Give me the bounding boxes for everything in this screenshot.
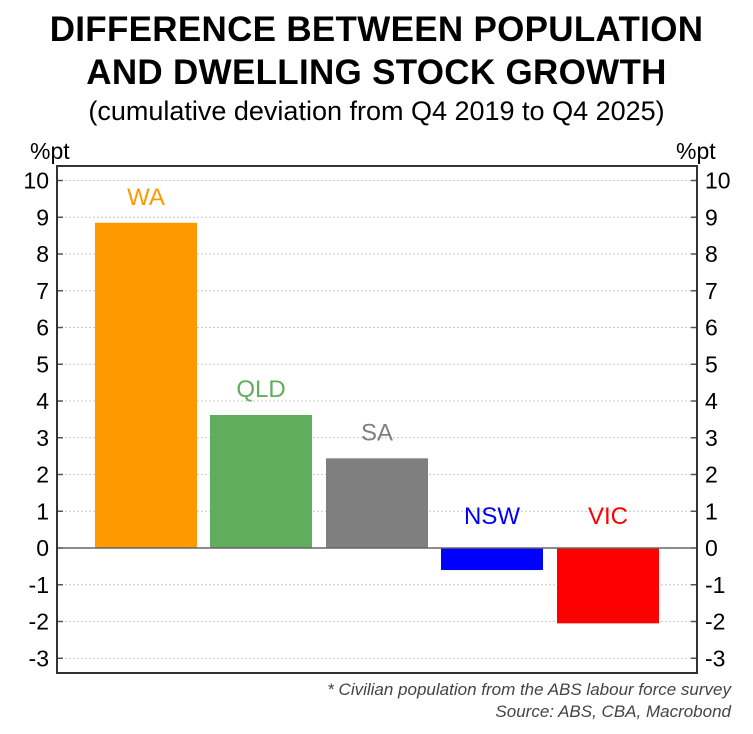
bar-vic [557, 548, 659, 624]
y-tick-label-right: 2 [705, 462, 718, 488]
chart-title-line-1: DIFFERENCE BETWEEN POPULATION [49, 10, 704, 49]
footnote: * Civilian population from the ABS labou… [327, 680, 731, 699]
y-tick-label-right: 8 [705, 241, 718, 267]
y-tick-label-right: -3 [705, 645, 725, 671]
y-tick-label-left: 2 [36, 462, 49, 488]
y-tick-label-right: 1 [705, 498, 718, 524]
chart-subtitle: (cumulative deviation from Q4 2019 to Q4… [88, 96, 665, 126]
bar-label-qld: QLD [236, 376, 285, 403]
bar-label-sa: SA [361, 419, 393, 446]
bar-label-nsw: NSW [464, 503, 520, 530]
chart-title-line-2: AND DWELLING STOCK GROWTH [86, 53, 667, 92]
y-tick-label-right: 6 [705, 315, 718, 341]
bar-qld [210, 414, 312, 548]
bar-nsw [441, 548, 543, 571]
y-tick-label-right: -1 [705, 572, 725, 598]
y-tick-label-right: 0 [705, 535, 718, 561]
y-tick-label-left: 1 [36, 498, 49, 524]
y-tick-label-left: 10 [23, 168, 49, 194]
y-tick-label-right: 7 [705, 278, 718, 304]
y-tick-label-left: 8 [36, 241, 49, 267]
plot-frame [56, 165, 698, 674]
y-tick-label-left: 5 [36, 351, 49, 377]
bar-sa [326, 458, 428, 548]
source-note: Source: ABS, CBA, Macrobond [495, 702, 731, 721]
y-tick-label-left: 7 [36, 278, 49, 304]
y-tick-label-left: 0 [36, 535, 49, 561]
y-tick-label-right: 10 [705, 168, 731, 194]
y-tick-label-left: -1 [29, 572, 49, 598]
y-tick-label-left: -3 [29, 645, 49, 671]
y-tick-label-left: -2 [29, 609, 49, 635]
y-tick-label-left: 6 [36, 315, 49, 341]
bar-wa [95, 222, 197, 548]
bar-label-vic: VIC [588, 503, 628, 530]
y-tick-label-left: 3 [36, 425, 49, 451]
y-tick-label-right: -2 [705, 609, 725, 635]
y-tick-label-left: 9 [36, 204, 49, 230]
bar-label-wa: WA [127, 184, 165, 211]
y-tick-label-right: 3 [705, 425, 718, 451]
y-tick-label-left: 4 [36, 388, 49, 414]
y-tick-label-right: 4 [705, 388, 718, 414]
y-axis-unit-right: %pt [676, 138, 716, 164]
y-tick-label-right: 5 [705, 351, 718, 377]
y-axis-unit-left: %pt [30, 138, 70, 164]
y-tick-label-right: 9 [705, 204, 718, 230]
